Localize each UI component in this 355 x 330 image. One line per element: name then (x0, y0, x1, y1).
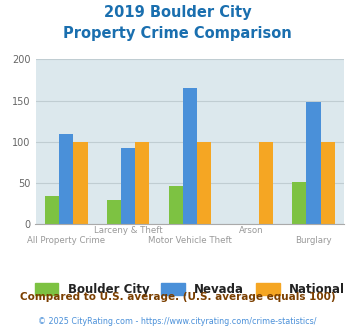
Bar (107, 200, 121, 224)
Bar (169, 185, 183, 224)
Bar (197, 142, 211, 224)
Bar (59, 134, 73, 224)
Text: Arson: Arson (239, 226, 264, 235)
Text: 2019 Boulder City: 2019 Boulder City (104, 5, 251, 20)
Bar (135, 142, 149, 224)
Text: © 2025 CityRating.com - https://www.cityrating.com/crime-statistics/: © 2025 CityRating.com - https://www.city… (38, 317, 317, 326)
Text: Compared to U.S. average. (U.S. average equals 100): Compared to U.S. average. (U.S. average … (20, 292, 335, 302)
Text: Larceny & Theft: Larceny & Theft (94, 226, 163, 235)
Bar (321, 142, 335, 224)
Text: All Property Crime: All Property Crime (27, 236, 105, 245)
Bar (306, 102, 321, 224)
Bar (183, 88, 197, 224)
Bar (73, 142, 88, 224)
Legend: Boulder City, Nevada, National: Boulder City, Nevada, National (31, 280, 349, 300)
Bar (121, 148, 135, 224)
Bar (259, 142, 273, 224)
Bar (45, 195, 59, 224)
Text: Motor Vehicle Theft: Motor Vehicle Theft (148, 236, 232, 245)
Text: Burglary: Burglary (295, 236, 332, 245)
Text: Property Crime Comparison: Property Crime Comparison (63, 26, 292, 41)
Bar (292, 182, 306, 224)
